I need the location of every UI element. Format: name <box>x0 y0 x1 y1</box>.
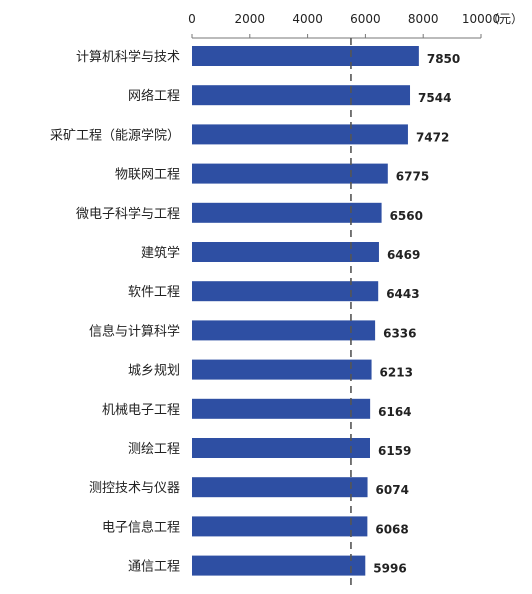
bars-group <box>192 46 419 576</box>
data-labels: 7850 7544 7472 6775 6560 6469 6443 6336 6213 6164… <box>373 52 460 576</box>
data-label: 6159 <box>378 444 411 458</box>
category-label: 机械电子工程 <box>102 403 180 418</box>
bar <box>192 85 411 106</box>
data-label: 6469 <box>387 248 420 262</box>
bar <box>192 438 370 458</box>
x-tick-label: 0 <box>188 12 196 26</box>
x-unit-label: （元） <box>487 12 523 26</box>
bar <box>192 163 388 184</box>
bar <box>192 398 371 419</box>
data-label: 6074 <box>376 483 409 497</box>
bar <box>192 124 408 145</box>
x-axis: 0 2000 4000 6000 8000 10000（元） <box>188 12 523 39</box>
data-label: 6560 <box>390 209 423 223</box>
bar <box>192 516 368 537</box>
x-tick-label: 4000 <box>292 12 323 26</box>
category-label: 测控技术与仪器 <box>89 481 180 496</box>
data-label: 6336 <box>383 326 416 340</box>
data-label: 5996 <box>373 562 406 576</box>
bar <box>192 477 368 498</box>
x-tick-label: 2000 <box>235 12 266 26</box>
data-label: 7472 <box>416 130 449 144</box>
data-label: 6443 <box>386 287 419 301</box>
category-label: 测绘工程 <box>128 442 180 457</box>
data-label: 7544 <box>418 91 451 105</box>
x-tick-label: 6000 <box>350 12 381 26</box>
bar <box>192 202 382 223</box>
category-label: 软件工程 <box>128 285 180 300</box>
category-label: 电子信息工程 <box>102 519 180 535</box>
category-label: 网络工程 <box>128 88 180 104</box>
category-label: 通信工程 <box>128 560 180 575</box>
bar <box>192 359 372 380</box>
x-tick-label: 10000 <box>462 12 500 26</box>
data-label: 6164 <box>378 405 411 419</box>
bar <box>192 46 419 66</box>
data-label: 6775 <box>396 170 429 184</box>
category-label: 计算机科学与技术 <box>76 49 180 65</box>
bar <box>192 320 376 341</box>
category-label: 微电子科学与工程 <box>76 206 180 222</box>
bar <box>192 281 379 302</box>
category-label: 信息与计算科学 <box>89 323 180 339</box>
x-tick-label: 8000 <box>408 12 439 26</box>
category-label: 采矿工程（能源学院） <box>50 127 180 143</box>
data-label: 7850 <box>427 52 460 66</box>
bar <box>192 555 366 576</box>
data-label: 6213 <box>380 366 413 380</box>
category-label: 建筑学 <box>141 245 180 261</box>
category-label: 城乡规划 <box>128 364 180 379</box>
bar <box>192 242 379 262</box>
data-label: 6068 <box>375 522 408 536</box>
category-label: 物联网工程 <box>115 168 180 183</box>
